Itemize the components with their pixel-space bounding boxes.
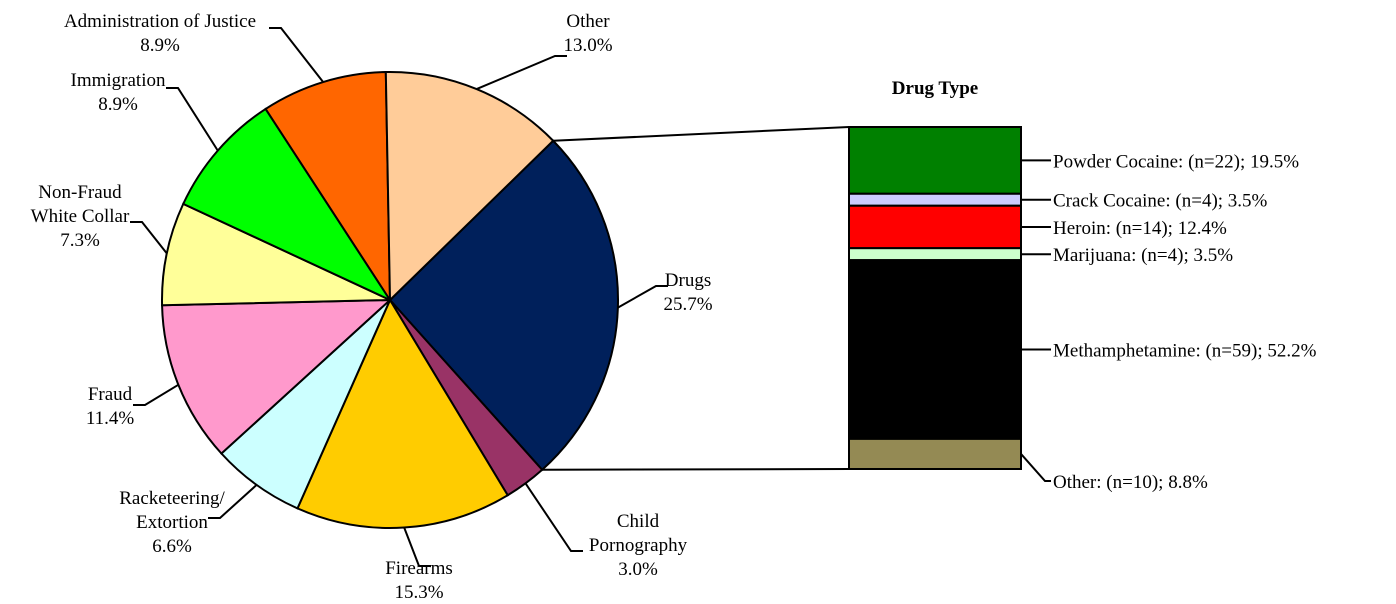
bar-segment-other <box>848 437 1022 470</box>
pie-label-other: Other 13.0% <box>563 11 612 56</box>
leader-line-firearms <box>403 527 431 567</box>
pie-label-fraud: Fraud 11.4% <box>86 384 135 429</box>
bar-leader-other <box>1020 453 1051 482</box>
leader-line-administration-of-justice <box>269 27 324 83</box>
pie-slice-other <box>384 71 555 303</box>
bar-segment-methamphetamine <box>848 259 1022 440</box>
slice-label: Firearms <box>385 558 453 579</box>
pie-slice-fraud <box>161 298 393 455</box>
slice-value: 7.3% <box>60 230 100 251</box>
slice-label: Extortion <box>136 512 208 533</box>
pie-labels: Drugs 25.7% Child Pornography 3.0% Firearms 15… <box>31 11 713 603</box>
pie-slice-administration-of-justice <box>264 71 392 304</box>
bar-label-other: Other: (n=10); 8.8% <box>1053 472 1208 493</box>
slice-value: 8.9% <box>140 35 180 56</box>
bar-label-marijuana: Marijuana: (n=4); 3.5% <box>1053 245 1233 266</box>
bar-label-crack-cocaine: Crack Cocaine: (n=4); 3.5% <box>1053 191 1268 212</box>
pie-slice-firearms <box>296 297 510 529</box>
pie-slice-non-fraud-white-collar <box>161 202 391 307</box>
pie-leader-lines <box>130 27 668 567</box>
pie-label-firearms: Firearms 15.3% <box>385 558 453 603</box>
leader-line-other <box>476 55 567 91</box>
leader-line-drugs <box>617 285 668 309</box>
leader-line-fraud <box>133 383 179 406</box>
slice-label: Child <box>617 511 660 532</box>
slice-value: 25.7% <box>663 294 712 315</box>
connector-bottom <box>542 468 850 471</box>
bar-segment-marijuana <box>848 247 1022 262</box>
pie-label-child-pornography: Child Pornography 3.0% <box>589 511 688 580</box>
slice-label: Other <box>566 11 610 32</box>
slice-value: 6.6% <box>152 536 192 557</box>
pie-to-bar-connectors <box>542 126 850 471</box>
pie-label-racketeering-extortion: Racketeering/Extortion 6.6% <box>119 488 225 557</box>
slice-label: Administration of Justice <box>64 11 256 32</box>
slice-value: 8.9% <box>98 94 138 115</box>
pie-label-immigration: Immigration 8.9% <box>71 70 166 115</box>
leader-line-non-fraud-white-collar <box>130 221 168 255</box>
bar-title: Drug Type <box>892 78 978 99</box>
bar-segment-heroin <box>848 204 1022 250</box>
bar-label-powder-cocaine: Powder Cocaine: (n=22); 19.5% <box>1053 151 1299 172</box>
slice-label: White Collar <box>31 206 130 227</box>
slice-value: 13.0% <box>563 35 612 56</box>
bar-segment-powder-cocaine <box>848 126 1022 195</box>
leader-line-racketeering-extortion <box>208 484 258 519</box>
slice-label: Racketeering/ <box>119 488 225 509</box>
slice-label: Immigration <box>71 70 166 91</box>
slice-value: 15.3% <box>394 582 443 603</box>
bar-labels: Powder Cocaine: (n=22); 19.5% Crack Cocai… <box>1020 151 1317 493</box>
bar-label-methamphetamine: Methamphetamine: (n=59); 52.2% <box>1053 341 1317 362</box>
slice-value: 11.4% <box>86 408 135 429</box>
pie-slice-immigration <box>181 107 393 303</box>
slice-label: Drugs <box>665 270 711 291</box>
slice-label: Fraud <box>88 384 133 405</box>
bar-segment-crack-cocaine <box>848 192 1022 207</box>
pie-slice-drugs <box>388 139 619 472</box>
pie-label-administration-of-justice: Administration of Justice 8.9% <box>64 11 256 56</box>
slice-label: Pornography <box>589 535 688 556</box>
pie-label-non-fraud-white-collar: Non-Fraud White Collar 7.3% <box>31 182 130 251</box>
connector-top <box>553 126 850 142</box>
leader-line-child-pornography <box>524 482 583 552</box>
slice-label: Non-Fraud <box>38 182 122 203</box>
offense-type-pie <box>161 71 619 529</box>
slice-value: 3.0% <box>618 559 658 580</box>
pie-label-drugs: Drugs 25.7% <box>663 270 712 315</box>
bar-label-heroin: Heroin: (n=14); 12.4% <box>1053 218 1227 239</box>
drug-type-stacked-bar <box>848 126 1022 470</box>
leader-line-immigration <box>166 87 219 152</box>
